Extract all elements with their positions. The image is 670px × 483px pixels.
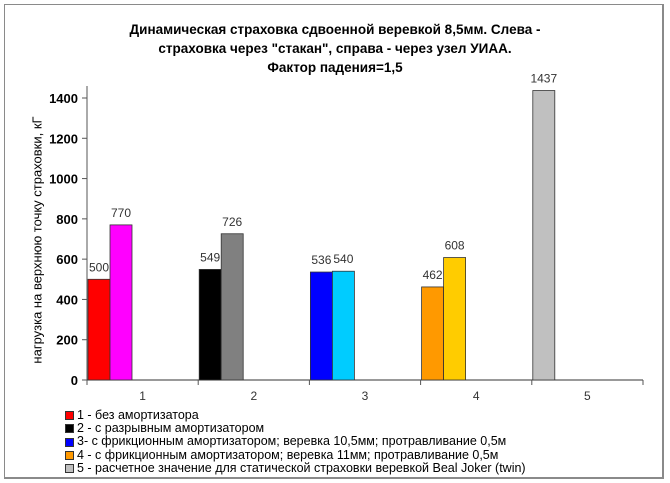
- bar-value-label: 540: [333, 252, 353, 266]
- y-tick-label: 800: [56, 212, 78, 227]
- bar-value-label: 770: [111, 206, 131, 220]
- bar: [421, 286, 445, 381]
- y-tick-label: 1000: [49, 172, 78, 187]
- bar: [309, 271, 333, 381]
- x-tick-label: 5: [584, 389, 591, 403]
- legend-label: 5 - расчетное значение для статической с…: [77, 460, 526, 475]
- bar-value-label: 536: [311, 253, 331, 267]
- y-tick-label: 600: [56, 252, 78, 267]
- x-tick-label: 3: [362, 389, 369, 403]
- legend-swatch: [65, 463, 74, 473]
- y-tick-label: 400: [56, 292, 78, 307]
- legend-label: 2 - с разрывным амортизатором: [77, 421, 265, 436]
- x-tick-label: 1: [139, 389, 146, 403]
- bar: [532, 90, 556, 381]
- bar-value-label: 608: [445, 239, 465, 253]
- bar-value-label: 500: [89, 260, 109, 274]
- legend-label: 3- с фрикционным амортизатором; веревка …: [77, 434, 507, 449]
- y-tick-label: 1400: [49, 91, 78, 106]
- legend-item: 2 - с разрывным амортизатором: [65, 422, 526, 435]
- x-tick-label: 2: [250, 389, 257, 403]
- bar: [331, 270, 355, 381]
- chart-title-line-3: Фактор падения=1,5: [267, 60, 403, 75]
- legend-item: 5 - расчетное значение для статической с…: [65, 460, 526, 475]
- bar: [220, 233, 244, 381]
- chart-title-line-1: Динамическая страховка сдвоенной веревко…: [129, 22, 541, 37]
- bar: [198, 269, 222, 381]
- y-tick-label: 200: [56, 333, 78, 348]
- legend-label: 1 - без амортизатора: [77, 408, 199, 422]
- legend-swatch: [65, 424, 74, 434]
- y-tick-label: 0: [71, 373, 78, 388]
- x-tick-label: 4: [473, 389, 480, 403]
- legend-item: 3- с фрикционным амортизатором; веревка …: [65, 435, 526, 448]
- bar-value-label: 726: [222, 215, 242, 229]
- legend-swatch: [65, 411, 74, 421]
- y-tick-label: 1200: [49, 131, 78, 146]
- bar: [109, 224, 133, 381]
- chart-legend: 1 - без амортизатора 2 - с разрывным амор…: [65, 408, 526, 475]
- chart-title: Динамическая страховка сдвоенной веревко…: [40, 20, 630, 77]
- legend-item: 4 - с фрикционным амортизатором; веревка…: [65, 447, 526, 462]
- bar-value-label: 462: [423, 268, 443, 282]
- chart-title-line-2: страховка через "стакан", справа - через…: [158, 41, 512, 56]
- legend-label: 4 - с фрикционным амортизатором; веревка…: [77, 447, 499, 462]
- bar: [87, 278, 111, 381]
- legend-item: 1 - без амортизатора: [65, 408, 526, 422]
- bar-value-label: 1437: [530, 72, 557, 86]
- legend-swatch: [65, 450, 74, 460]
- bar-value-label: 549: [200, 250, 220, 264]
- legend-swatch: [65, 437, 74, 447]
- bar: [443, 257, 467, 381]
